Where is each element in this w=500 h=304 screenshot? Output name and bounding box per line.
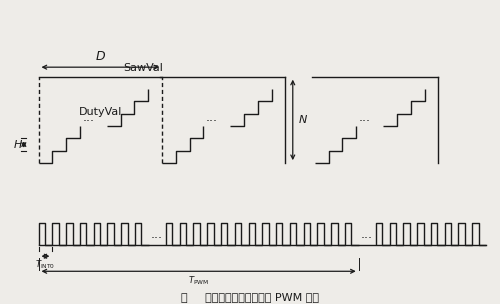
- Text: ...: ...: [358, 111, 370, 123]
- Text: DutyVal: DutyVal: [78, 107, 122, 117]
- Text: D: D: [96, 50, 105, 63]
- Text: $T_{\mathrm{INT0}}$: $T_{\mathrm{INT0}}$: [36, 259, 56, 271]
- Text: ...: ...: [82, 111, 94, 123]
- Text: ...: ...: [206, 111, 218, 123]
- Text: 图     单片机产生的锐齿波和 PWM 波形: 图 单片机产生的锐齿波和 PWM 波形: [181, 292, 319, 302]
- Text: SawVal: SawVal: [124, 63, 164, 73]
- Text: H: H: [14, 140, 22, 150]
- Text: ...: ...: [150, 228, 162, 241]
- Text: N: N: [298, 115, 307, 125]
- Text: ...: ...: [360, 228, 372, 241]
- Text: $T_{\mathrm{PWM}}$: $T_{\mathrm{PWM}}$: [188, 274, 209, 286]
